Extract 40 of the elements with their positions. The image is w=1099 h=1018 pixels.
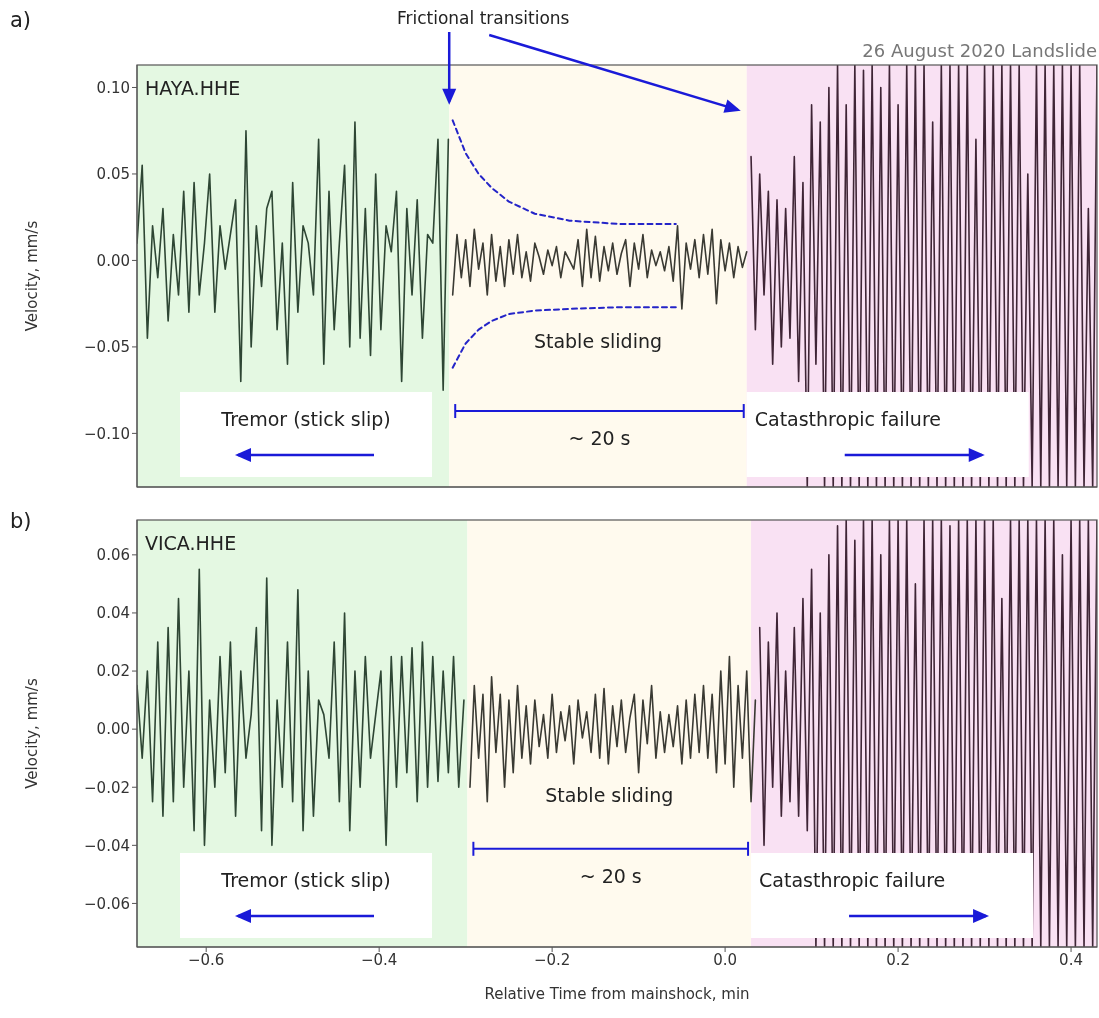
x-tick-label: −0.4 <box>360 950 398 969</box>
line-series <box>451 225 748 310</box>
y-tick-label: 0.00 <box>96 720 130 739</box>
x-tick-label: 0.0 <box>713 950 738 969</box>
band-label: Tremor (stick slip) <box>220 408 391 430</box>
line-series <box>137 568 465 847</box>
text: a) <box>10 8 32 32</box>
annotation: ~ 20 s <box>579 864 642 887</box>
y-axis-title: Velocity, mm/s <box>23 220 41 332</box>
text: b) <box>10 509 32 533</box>
band-label: Stable sliding <box>533 329 663 352</box>
y-tick-label: −0.06 <box>84 894 130 913</box>
y-tick-label: 0.10 <box>96 78 130 97</box>
band-label: Catasthropic failure <box>759 869 946 891</box>
y-tick-label: 0.06 <box>96 546 130 565</box>
band-label: Stable sliding <box>545 783 674 806</box>
y-tick-label: 0.04 <box>96 604 130 623</box>
y-axis-title: Velocity, mm/s <box>23 678 41 789</box>
annotation: Frictional transitions <box>396 8 570 28</box>
y-tick-label: −0.05 <box>84 338 130 357</box>
band-label: Tremor (stick slip) <box>220 869 391 891</box>
line-series <box>451 306 677 369</box>
x-axis-title: Relative Time from mainshock, min <box>484 985 750 1003</box>
x-tick-label: 0.4 <box>1059 950 1083 969</box>
line-series <box>137 121 450 391</box>
y-tick-label: −0.10 <box>84 424 130 443</box>
y-tick-label: −0.04 <box>84 836 130 855</box>
band-label: Catasthropic failure <box>754 408 941 430</box>
x-tick-label: 0.2 <box>886 950 911 969</box>
annotation: ~ 20 s <box>568 427 631 450</box>
annotation: HAYA.HHE <box>145 77 241 99</box>
y-tick-label: −0.02 <box>84 778 130 797</box>
x-tick-label: −0.6 <box>187 950 225 969</box>
y-tick-label: 0.02 <box>96 662 130 681</box>
y-tick-label: 0.05 <box>96 165 130 184</box>
x-tick-label: −0.2 <box>533 950 571 969</box>
chart-title: 26 August 2020 Landslide <box>862 40 1097 61</box>
annotation: VICA.HHE <box>145 532 237 554</box>
line-series <box>451 119 677 226</box>
y-tick-label: 0.00 <box>96 251 130 270</box>
